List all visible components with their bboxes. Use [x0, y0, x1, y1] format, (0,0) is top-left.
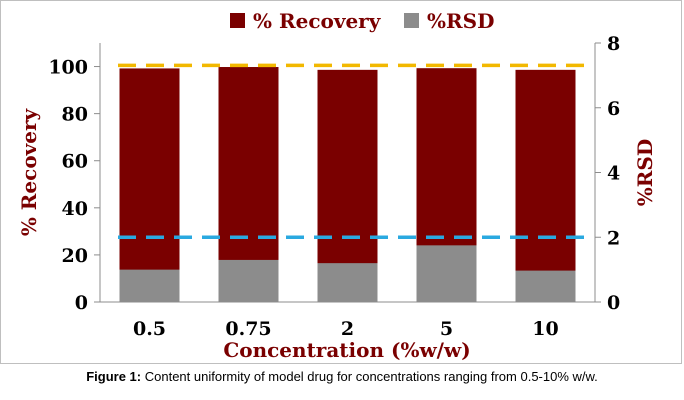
legend-label-recovery: % Recovery: [253, 9, 382, 33]
reference-lines: [118, 63, 592, 239]
y-tick-label: 100: [48, 57, 88, 79]
y2-tick-label: 4: [607, 163, 620, 185]
x-tick-label: 0.5: [133, 318, 166, 340]
y2-tick-label: 6: [607, 98, 620, 120]
axes: [94, 42, 601, 303]
y-tick-label: 60: [62, 151, 88, 173]
caption-label: Figure 1:: [86, 369, 142, 384]
x-tick-label: 10: [532, 318, 558, 340]
x-tick-label: 5: [440, 318, 453, 340]
recovery-bar: [119, 68, 180, 302]
rsd-bar: [119, 269, 180, 302]
figure-caption: Figure 1: Content uniformity of model dr…: [0, 369, 684, 384]
chart: % Recovery %RSD 0.5 0.75 2 5 1002040608010002…: [17, 9, 657, 362]
y2-axis-title: %RSD: [633, 139, 657, 206]
y2-tick-label: 0: [607, 292, 620, 314]
y-tick-label: 80: [62, 104, 88, 126]
y2-tick-label: 2: [607, 227, 620, 249]
y-axis-title: % Recovery: [17, 107, 41, 236]
legend: % Recovery %RSD: [230, 9, 494, 33]
x-tick-label: 0.75: [225, 318, 271, 340]
x-axis-title: Concentration (%w/w): [223, 338, 470, 362]
x-tick-label: 2: [341, 318, 354, 340]
rsd-bar: [416, 245, 477, 302]
y-tick-label: 40: [62, 198, 88, 220]
legend-swatch-recovery: [230, 13, 245, 28]
bars: [119, 67, 576, 303]
legend-label-rsd: %RSD: [427, 9, 494, 33]
caption-text: Content uniformity of model drug for con…: [144, 369, 598, 384]
rsd-bar: [515, 270, 576, 302]
y2-tick-label: 8: [607, 33, 620, 55]
y-tick-label: 0: [75, 292, 88, 314]
rsd-bar: [218, 259, 279, 302]
recovery-bar: [515, 69, 576, 302]
rsd-bar: [317, 263, 378, 302]
legend-swatch-rsd: [404, 13, 419, 28]
y-tick-label: 20: [62, 245, 88, 267]
